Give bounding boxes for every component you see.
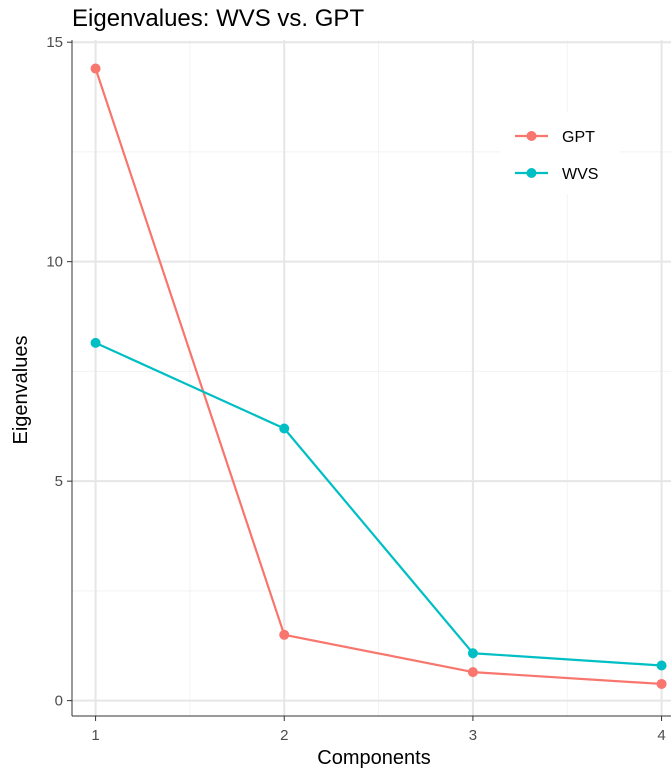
y-axis-ticks: 0 5 10 15 [46, 34, 72, 710]
legend-label-wvs: WVS [562, 166, 598, 183]
legend-label-gpt: GPT [562, 129, 595, 146]
legend-key-wvs [515, 168, 548, 178]
data-point-gpt [467, 667, 478, 678]
legend-point-wvs [526, 168, 537, 178]
y-axis-title: Eigenvalues [10, 336, 32, 445]
series-line-gpt [94, 68, 662, 686]
grid-major [72, 40, 671, 716]
legend-key-gpt [515, 131, 548, 141]
legend-background [500, 112, 620, 194]
chart-title: Eigenvalues: WVS vs. GPT [72, 5, 364, 32]
data-point-gpt [279, 629, 290, 640]
y-tick-label: 10 [46, 254, 63, 271]
y-tick-label: 15 [46, 34, 63, 51]
x-tick-label: 1 [91, 727, 99, 744]
data-point-gpt [90, 63, 101, 74]
legend: GPT WVS [500, 112, 620, 194]
y-tick-label: 5 [55, 473, 63, 490]
data-point-wvs [90, 337, 101, 348]
data-point-gpt [656, 678, 667, 689]
data-point-wvs [467, 648, 478, 659]
x-axis-title: Components [317, 747, 430, 769]
x-tick-label: 4 [657, 727, 665, 744]
x-axis-ticks: 1 2 3 4 [91, 716, 666, 744]
y-tick-label: 0 [55, 693, 63, 710]
legend-point-gpt [526, 131, 537, 141]
series-line-wvs [95, 341, 662, 667]
data-point-wvs [279, 423, 290, 434]
x-tick-label: 2 [280, 727, 288, 744]
series-layer [90, 63, 667, 689]
x-tick-label: 3 [469, 727, 477, 744]
data-point-wvs [656, 660, 667, 671]
